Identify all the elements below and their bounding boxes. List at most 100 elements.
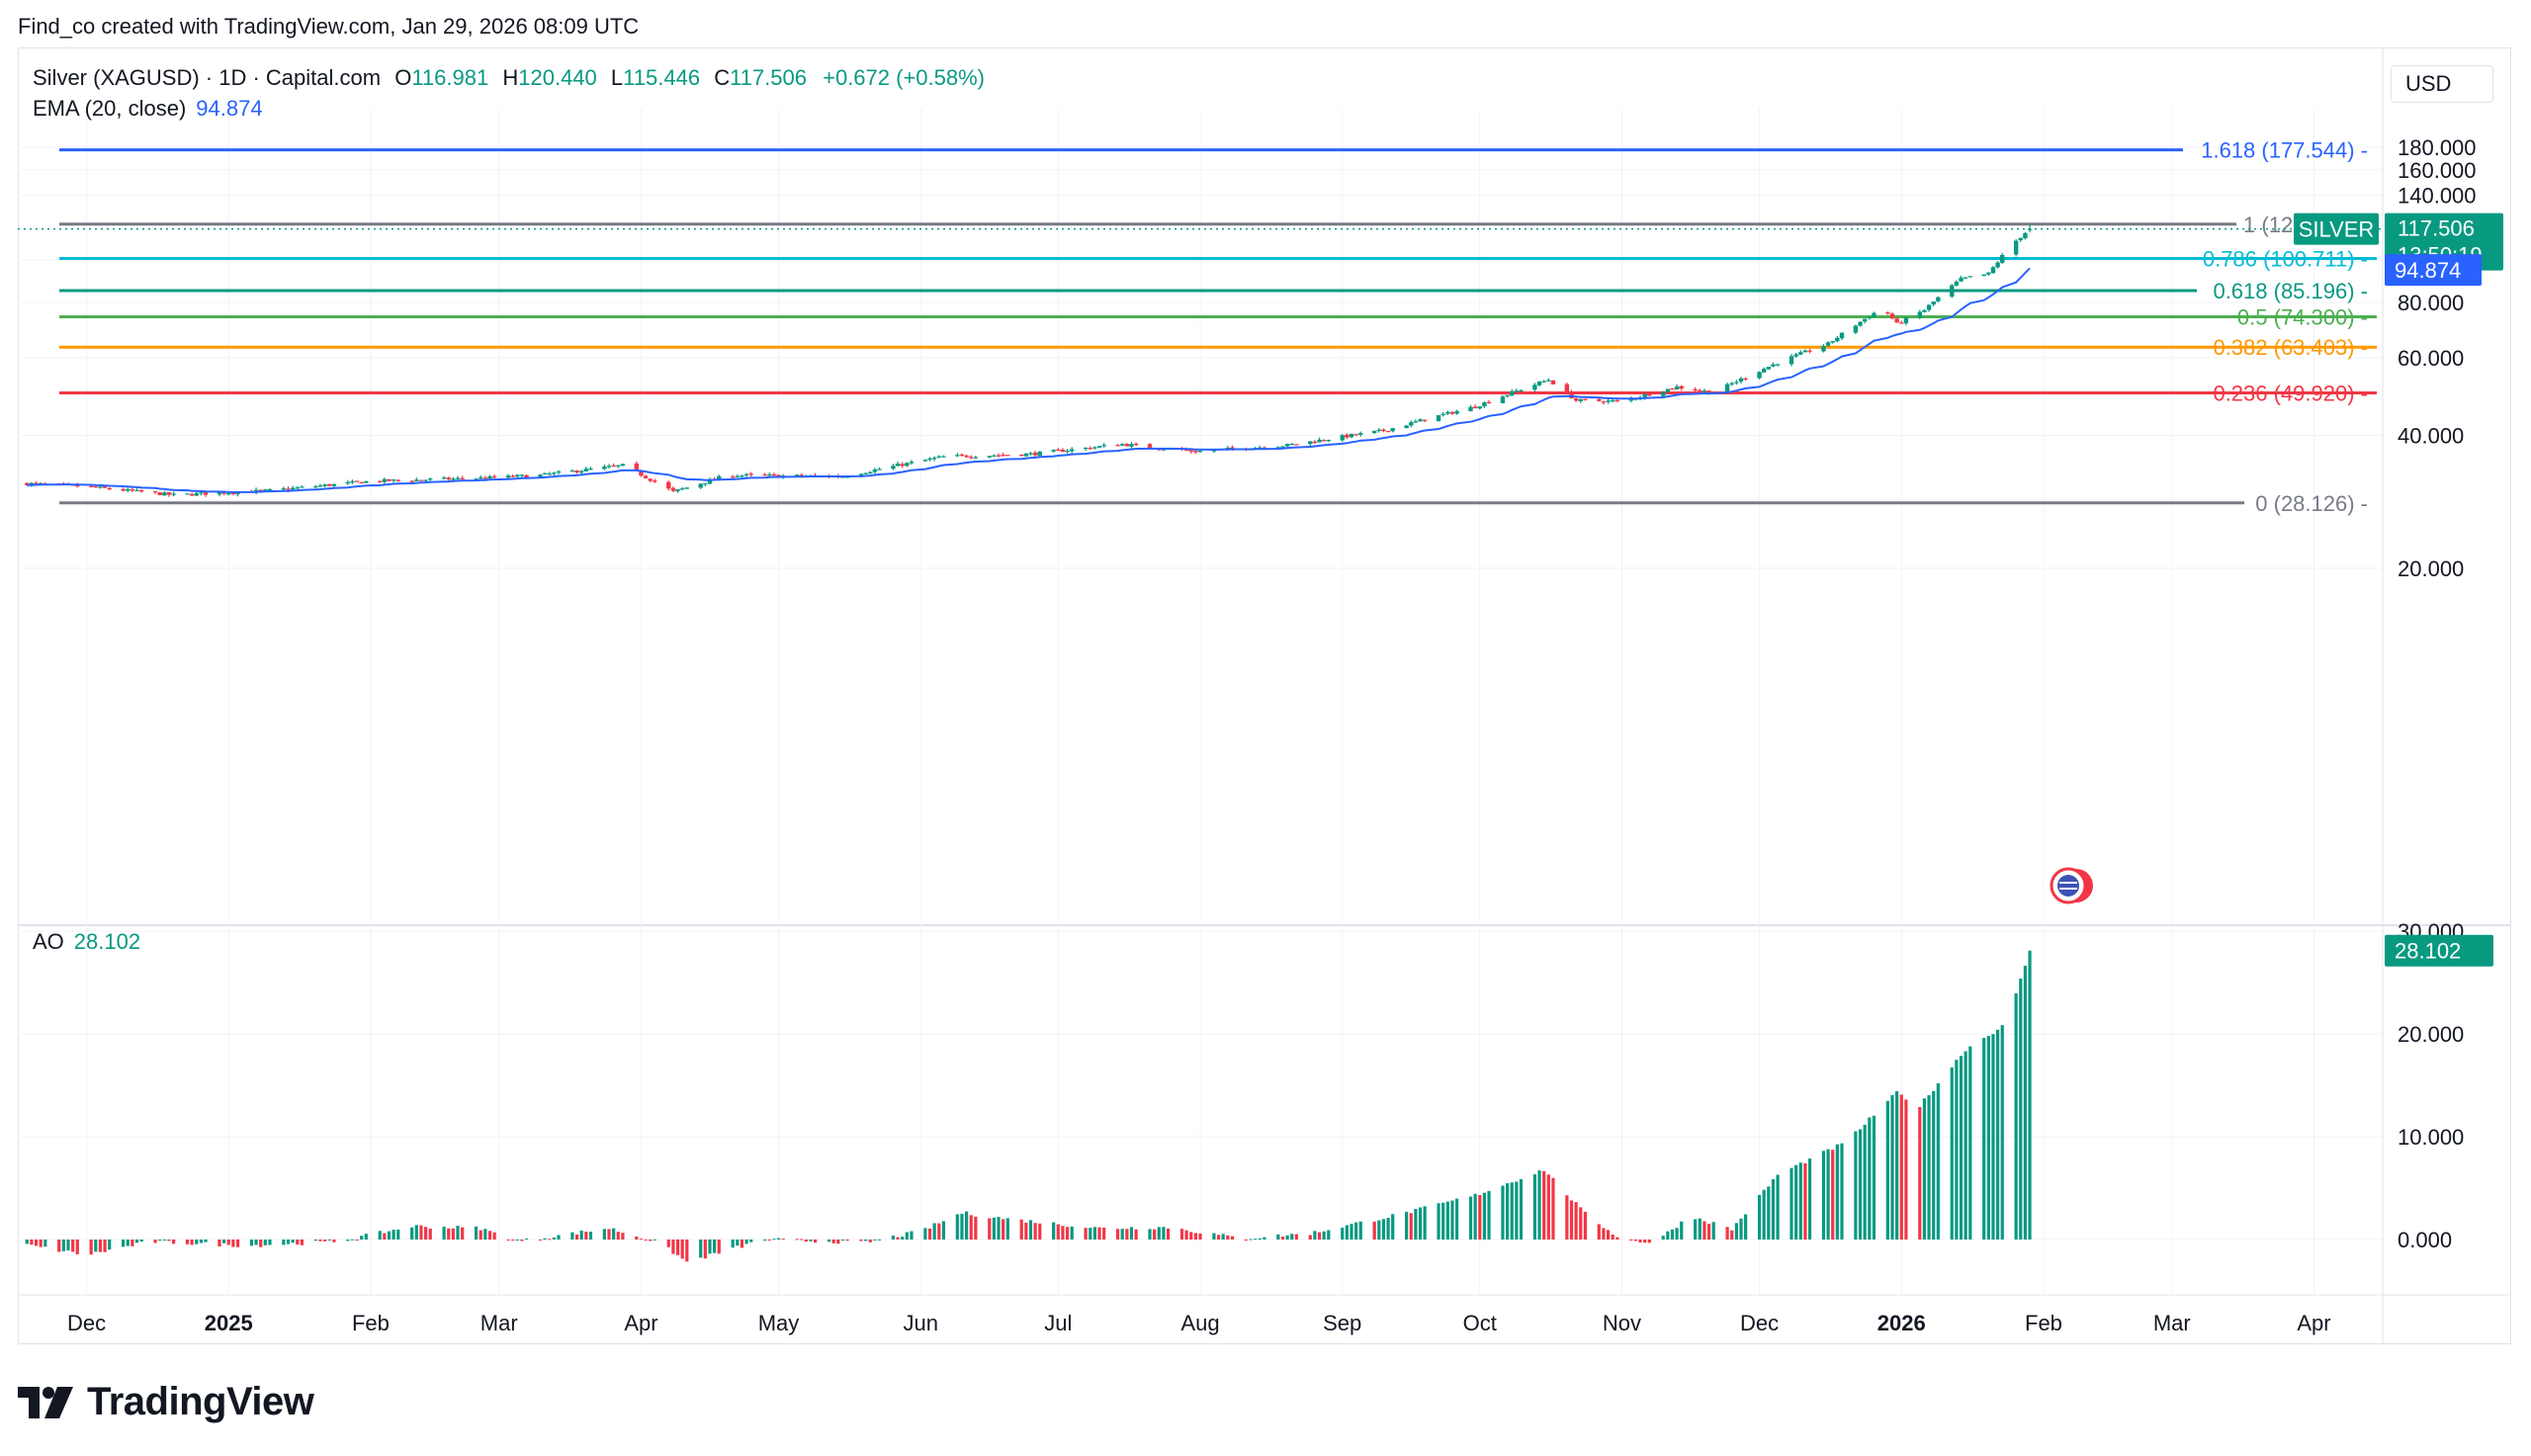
candle-body — [519, 474, 525, 476]
ao-bar — [1565, 1195, 1569, 1240]
ao-bar — [360, 1236, 364, 1240]
ao-bar — [1056, 1224, 1060, 1240]
ao-legend[interactable]: AO 28.102 — [33, 929, 140, 955]
candle-body — [1967, 276, 1972, 278]
candle-body — [451, 478, 456, 480]
ao-bar — [1198, 1233, 1202, 1240]
symbol-name[interactable]: Silver (XAGUSD) · 1D · Capital.com — [33, 65, 382, 90]
ao-bar — [1510, 1182, 1514, 1240]
candle-body — [391, 479, 396, 481]
candle-body — [455, 477, 461, 479]
candle-body — [162, 492, 167, 496]
ao-bar — [1216, 1235, 1221, 1240]
candle-body — [1230, 447, 1235, 449]
open-label: O — [394, 65, 412, 90]
ao-bar — [1263, 1237, 1266, 1240]
candle-body — [959, 454, 965, 457]
candle-body — [203, 492, 209, 495]
ao-bar — [1254, 1239, 1258, 1241]
candle-body — [1903, 317, 1909, 324]
candle-body — [771, 473, 777, 476]
ao-bar — [1097, 1227, 1101, 1240]
candle-body — [1743, 378, 1748, 380]
ao-bar — [167, 1240, 171, 1242]
ao-bar — [1423, 1206, 1427, 1240]
events-flag-icon[interactable] — [2050, 867, 2093, 904]
candle-body — [350, 480, 355, 483]
ao-bar — [552, 1237, 556, 1240]
candle-body — [359, 481, 364, 484]
candle-body — [1532, 385, 1537, 390]
ao-bar — [89, 1240, 93, 1255]
time-tick-label: Sep — [1323, 1311, 1361, 1335]
candle-body — [1679, 385, 1684, 389]
currency-button[interactable]: USD — [2391, 65, 2493, 103]
candle-body — [317, 485, 323, 487]
ao-bar — [1226, 1235, 1230, 1240]
candle-body — [987, 456, 992, 458]
candle-body — [583, 469, 589, 471]
ao-bar — [2023, 965, 2028, 1240]
chart-frame — [18, 47, 2511, 1344]
ao-bar — [1414, 1209, 1418, 1240]
ao-bar — [703, 1240, 707, 1259]
candle-body — [1597, 398, 1602, 401]
fib-label: 0.5 (74.300) - — [2237, 304, 2368, 329]
ao-bar — [1381, 1219, 1386, 1240]
ao-bar — [1922, 1098, 1927, 1240]
candle-body — [538, 474, 543, 477]
ao-bar — [1771, 1179, 1776, 1240]
ao-bar — [1212, 1233, 1216, 1240]
ao-bar — [1666, 1231, 1670, 1240]
candle-body — [616, 465, 621, 467]
ao-bar — [1028, 1220, 1033, 1240]
candle-body — [1583, 398, 1588, 400]
candle-body — [1449, 411, 1455, 414]
ao-bar — [98, 1240, 103, 1252]
candle-body — [479, 477, 483, 479]
time-tick-label: Aug — [1180, 1311, 1219, 1335]
candle-body — [1376, 429, 1381, 431]
ao-bar — [1405, 1211, 1409, 1240]
ao-bar — [901, 1237, 905, 1240]
ao-bar — [162, 1240, 166, 1241]
candle-body — [1340, 435, 1345, 441]
ao-bar — [1005, 1218, 1009, 1240]
candle-body — [1519, 389, 1524, 391]
tradingview-logo[interactable]: TradingView — [18, 1380, 314, 1424]
low-label: L — [610, 65, 624, 90]
candle-body — [578, 471, 584, 473]
candle-body — [1698, 389, 1702, 391]
fib-label: 1.618 (177.544) - — [2201, 138, 2368, 163]
ao-bar — [447, 1228, 451, 1240]
candle-body — [1197, 451, 1203, 453]
candle-body — [258, 489, 263, 491]
candle-body — [1789, 356, 1794, 365]
ao-bar — [607, 1229, 611, 1240]
candle-body — [698, 483, 703, 488]
candle-body — [1661, 391, 1666, 396]
ao-bar — [524, 1239, 529, 1241]
symbol-badge: SILVER — [2299, 217, 2375, 242]
candle-body — [395, 479, 400, 481]
ao-bar — [57, 1240, 61, 1252]
candle-body — [1569, 391, 1574, 399]
ao-bar — [296, 1240, 300, 1245]
ao-bar — [1129, 1227, 1134, 1240]
ao-bar — [1437, 1203, 1440, 1240]
symbol-legend[interactable]: Silver (XAGUSD) · 1D · Capital.com O116.… — [33, 65, 985, 91]
candle-body — [474, 478, 479, 480]
ao-bar — [744, 1240, 748, 1244]
candle-body — [102, 485, 108, 488]
ao-bar — [428, 1228, 432, 1240]
ao-bar — [877, 1239, 882, 1241]
ema-legend[interactable]: EMA (20, close) 94.874 — [33, 96, 263, 122]
candle-body — [364, 480, 369, 483]
ao-bar — [291, 1240, 295, 1243]
candle-body — [1734, 382, 1739, 384]
candle-body — [226, 493, 231, 495]
ao-bar — [66, 1240, 70, 1251]
time-tick-label: Jun — [903, 1311, 937, 1335]
ao-bar — [863, 1240, 868, 1242]
